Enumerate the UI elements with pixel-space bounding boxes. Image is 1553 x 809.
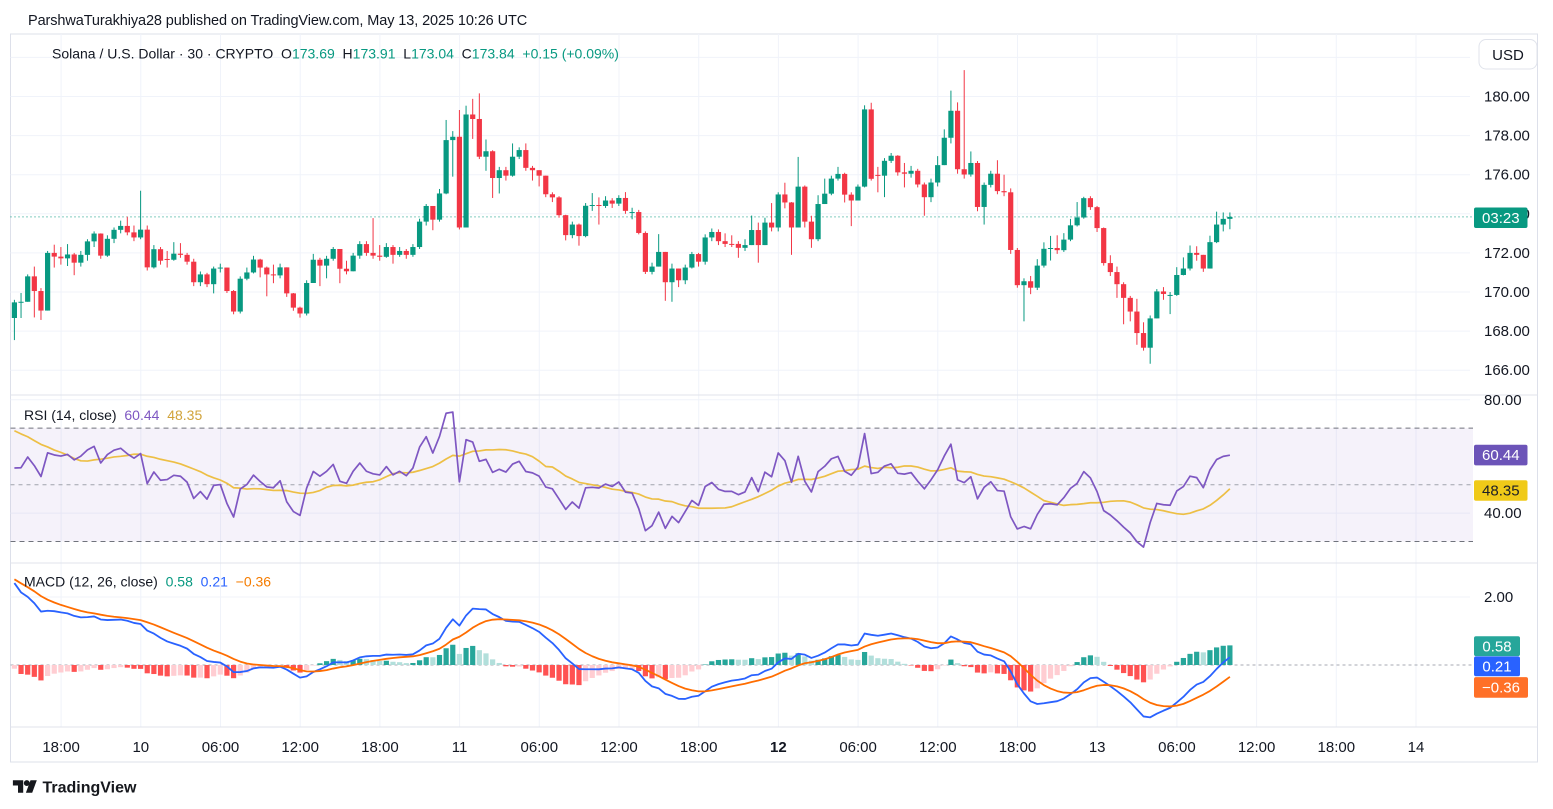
svg-text:06:00: 06:00 — [202, 739, 240, 756]
svg-text:80.00: 80.00 — [1484, 392, 1522, 409]
svg-text:0.58: 0.58 — [1482, 638, 1511, 655]
svg-text:Solana / U.S. Dollar · 30 · CR: Solana / U.S. Dollar · 30 · CRYPTO O173.… — [52, 46, 619, 62]
svg-text:166.00: 166.00 — [1484, 362, 1530, 379]
svg-text:2.00: 2.00 — [1484, 589, 1513, 606]
svg-text:18:00: 18:00 — [999, 739, 1037, 756]
svg-text:178.00: 178.00 — [1484, 128, 1530, 145]
svg-text:13: 13 — [1089, 739, 1106, 756]
svg-text:06:00: 06:00 — [1158, 739, 1196, 756]
svg-text:48.35: 48.35 — [1482, 483, 1520, 500]
svg-text:10: 10 — [132, 739, 149, 756]
svg-text:18:00: 18:00 — [361, 739, 399, 756]
svg-text:12: 12 — [770, 739, 787, 756]
svg-text:ParshwaTurakhiya28 published o: ParshwaTurakhiya28 published on TradingV… — [28, 13, 527, 29]
svg-text:18:00: 18:00 — [680, 739, 718, 756]
svg-text:14: 14 — [1408, 739, 1425, 756]
svg-text:172.00: 172.00 — [1484, 245, 1530, 262]
svg-text:06:00: 06:00 — [521, 739, 559, 756]
svg-text:18:00: 18:00 — [1318, 739, 1356, 756]
svg-text:180.00: 180.00 — [1484, 89, 1530, 106]
svg-text:06:00: 06:00 — [839, 739, 877, 756]
svg-text:0.21: 0.21 — [1482, 659, 1511, 676]
svg-text:168.00: 168.00 — [1484, 323, 1530, 340]
svg-text:60.44: 60.44 — [1482, 447, 1520, 464]
svg-text:12:00: 12:00 — [919, 739, 957, 756]
svg-text:176.00: 176.00 — [1484, 167, 1530, 184]
svg-text:MACD (12, 26, close) 0.58 0.: MACD (12, 26, close) 0.58 0.21 −0.36 — [24, 574, 271, 590]
svg-text:TradingView: TradingView — [43, 780, 138, 797]
svg-text:−0.36: −0.36 — [1482, 680, 1520, 697]
svg-text:03:23: 03:23 — [1482, 210, 1520, 227]
svg-text:40.00: 40.00 — [1484, 505, 1522, 522]
svg-text:RSI (14, close) 60.44 48.35: RSI (14, close) 60.44 48.35 — [24, 407, 202, 423]
svg-text:12:00: 12:00 — [1238, 739, 1276, 756]
svg-text:12:00: 12:00 — [600, 739, 638, 756]
svg-text:170.00: 170.00 — [1484, 284, 1530, 301]
svg-text:11: 11 — [452, 739, 468, 756]
svg-text:18:00: 18:00 — [42, 739, 80, 756]
svg-text:12:00: 12:00 — [281, 739, 319, 756]
svg-text:USD: USD — [1492, 47, 1524, 64]
